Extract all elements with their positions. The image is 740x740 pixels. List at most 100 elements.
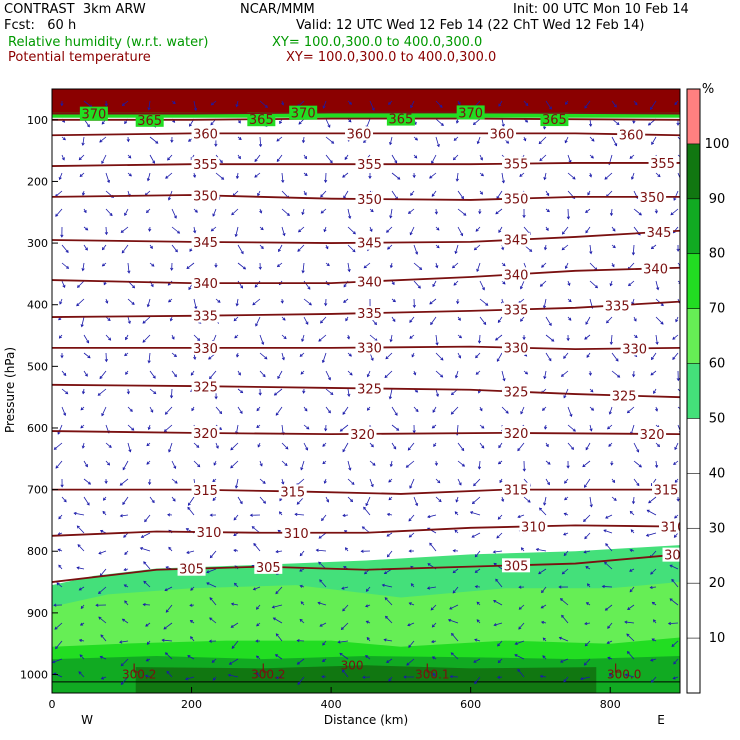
wind-vector (342, 514, 349, 517)
wind-vector (390, 460, 393, 467)
wind-vector (278, 244, 283, 252)
wind-vector (120, 514, 129, 517)
wind-vector-head (670, 212, 674, 216)
wind-vector-head (606, 320, 610, 324)
wind-vector-head (547, 461, 551, 465)
wind-vector-head (572, 176, 576, 180)
wind-vector-head (634, 102, 638, 106)
wind-vector-head (630, 176, 635, 180)
wind-vector-head (294, 512, 298, 517)
theta-contour-label: 365 (388, 113, 413, 128)
wind-vector (299, 619, 305, 624)
wind-vector (143, 604, 151, 606)
wind-vector-head (150, 409, 154, 413)
wind-vector-head (308, 302, 312, 306)
wind-vector-head (388, 396, 392, 400)
wind-vector-head (370, 357, 374, 361)
colorbar-segment (687, 89, 700, 144)
wind-vector (347, 478, 355, 485)
wind-vector (344, 154, 349, 160)
wind-vector-head (630, 529, 634, 533)
wind-vector-head (145, 623, 149, 627)
wind-vector-head (262, 374, 266, 378)
wind-vector-head (163, 626, 167, 630)
wind-vector-head (590, 155, 594, 159)
wind-vector-head (142, 339, 146, 343)
theta-label-bg (502, 384, 531, 399)
wind-vector-head (80, 324, 84, 328)
wind-vector-head (53, 446, 57, 450)
wind-vector (384, 597, 393, 606)
wind-vector-head (63, 499, 67, 503)
theta-label-bg (355, 235, 384, 250)
wind-vector (668, 622, 679, 624)
theta-label-bg (617, 127, 646, 142)
theta-label-bg (289, 105, 318, 120)
wind-vector (61, 280, 66, 288)
surface-theta-label: 300 (341, 658, 364, 672)
wind-vector-head (627, 607, 631, 610)
wind-vector-head (682, 394, 684, 396)
wind-vector (457, 226, 463, 236)
wind-vector (149, 388, 156, 394)
wind-vector (519, 604, 525, 610)
theta-label-bg (659, 519, 680, 534)
wind-vector (651, 676, 657, 683)
wind-vector (674, 100, 679, 105)
wind-vector-head (256, 606, 259, 610)
colorbar-segment (687, 253, 700, 309)
wind-vector (231, 208, 239, 216)
wind-vector-head (492, 550, 496, 554)
wind-vector-head (239, 410, 243, 414)
wind-vector (100, 530, 107, 534)
wind-vector-head (566, 216, 571, 220)
wind-vector (276, 154, 283, 162)
wind-vector (61, 406, 66, 416)
surface-theta-label: L (425, 661, 432, 675)
wind-vector-head (606, 640, 610, 644)
wind-vector-head (566, 465, 570, 469)
wind-vector-head (636, 449, 640, 453)
wind-vector-head (440, 357, 444, 361)
wind-vector-head (164, 411, 168, 415)
wind-vector-head (366, 374, 370, 378)
wind-vector-head (330, 392, 334, 395)
wind-vector-head (212, 479, 216, 483)
wind-vector-head (127, 320, 131, 325)
wind-vector-head (337, 640, 341, 644)
wind-vector (541, 604, 547, 609)
wind-vector (148, 100, 151, 110)
surface-theta-label: 300.0 (607, 668, 641, 682)
wind-vector-head (300, 467, 304, 471)
wind-vector (544, 370, 547, 379)
wind-vector-head (342, 411, 346, 415)
wind-vector-head (403, 675, 407, 679)
wind-vector (584, 622, 591, 625)
wind-vector-head (348, 215, 352, 220)
wind-vector-head (78, 638, 83, 643)
wind-vector-head (327, 410, 331, 414)
wind-vector (275, 676, 283, 679)
wind-vector-head (348, 353, 352, 357)
wind-vector-head (481, 445, 485, 449)
wind-vector (561, 370, 569, 377)
wind-vector-head (571, 446, 575, 450)
wind-vector-head (629, 510, 633, 514)
wind-vector (611, 226, 616, 232)
wind-vector-head (411, 354, 415, 358)
wind-vector-head (363, 265, 367, 269)
wind-vector-head (655, 341, 659, 345)
wind-vector-head (124, 120, 128, 125)
wind-vector (498, 100, 503, 107)
wind-vector-head (626, 651, 630, 655)
wind-vector (190, 636, 195, 642)
wind-vector-head (194, 209, 198, 213)
theta-contour-label: 365 (542, 113, 567, 128)
forecast-hour: Fcst: 60 h (4, 18, 77, 33)
wind-vector (369, 334, 378, 342)
wind-vector (81, 316, 85, 327)
wind-vector-head (165, 566, 169, 570)
wind-vector-head (539, 158, 543, 162)
field2-xy: XY= 100.0,300.0 to 400.0,300.0 (286, 50, 497, 65)
wind-vector-head (415, 502, 419, 507)
